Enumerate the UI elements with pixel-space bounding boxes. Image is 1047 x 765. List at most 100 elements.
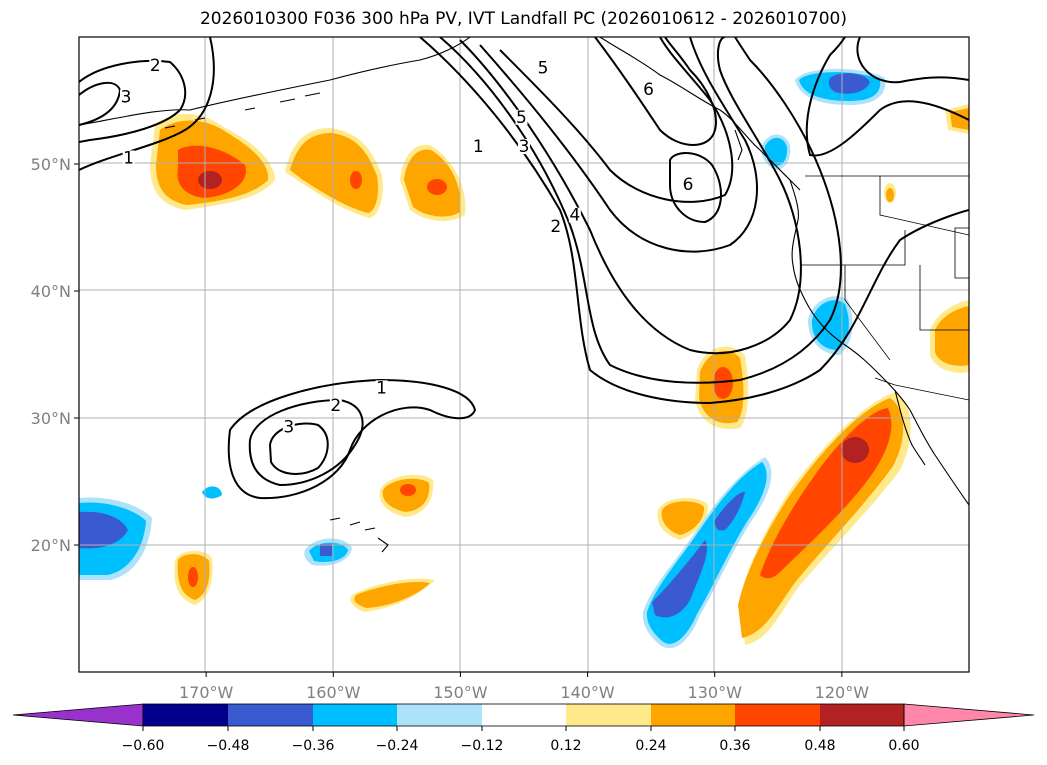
haida-gwaii [734,129,743,161]
contour-label-bg [568,207,581,223]
contour-6-trough [594,37,717,146]
colorbar-bin-neg-036 [313,704,397,726]
contour-label: 4 [569,206,580,226]
contour-1-northwest [79,37,215,171]
contour-4-trough [479,37,758,253]
contour-label-bg [329,398,342,414]
colorbar-tick-label: 0.24 [635,738,666,754]
contour-label-bg [149,57,162,73]
latitude-labels: 20°N 30°N 40°N 50°N [31,155,79,555]
coastlines [79,37,969,553]
aleutian-islands [164,92,321,129]
colorbar-tick-label: 0.36 [719,738,750,754]
positive-anomaly-155w-16n [350,578,435,612]
lat-label: 20°N [31,536,71,555]
colorbar-tick-label: 0.60 [888,738,919,754]
vancouver-island [769,159,801,191]
lat-label: 50°N [31,155,71,174]
colorbar-ticks: −0.60 −0.48 −0.36 −0.24 −0.12 0.12 0.24 0.36 0.4… [122,726,920,754]
contour-2-northeast [856,37,969,84]
lat-label: 40°N [31,282,71,301]
negative-anomaly-tropical-band [642,457,772,649]
contour-labels: 2315531664221123 [120,37,1047,438]
colorbar-bin-pos-036 [735,704,820,726]
contour-label: 1 [473,137,484,157]
contour-label: 5 [538,58,549,78]
contour-label: 5 [516,108,527,128]
longitude-labels: 170°W 160°W 150°W 140°W 130°W 120°W [179,672,869,702]
contour-5-trough [499,37,734,203]
colorbar-tick-label: −0.48 [207,738,250,754]
lon-label: 130°W [688,683,743,702]
colorbar-frame [142,703,905,727]
contour-3-trough [459,37,802,355]
lon-label: 120°W [815,683,870,702]
colorbar-bin-pos-048 [820,704,904,726]
contour-label: 3 [121,88,132,108]
colorbar-bin-neg-048 [228,704,313,726]
pv-contours [79,37,969,500]
contour-label-bg [642,81,655,97]
contour-6-closed [669,152,723,224]
baja-coast [909,409,969,506]
contour-label-bg [282,419,295,435]
lon-label: 170°W [179,683,234,702]
lon-label: 150°W [433,683,488,702]
positive-anomaly-158w-48n [285,128,383,218]
contour-3-northwest [79,81,122,126]
contour-label: 1 [1042,47,1047,67]
contour-label: 2 [550,217,561,237]
contour-label-bg [375,380,388,396]
contour-2-trough [439,37,842,384]
colorbar-over-triangle [903,703,1035,727]
positive-anomaly-135w-22n [657,498,709,540]
colorbar-bin-pos-024 [651,704,735,726]
contour-label: 2 [330,396,341,416]
graticule [79,37,969,672]
contour-label: 2 [1006,37,1017,57]
colorbar-bin-pos-012 [566,704,651,726]
contour-label-bg [472,139,485,155]
contour-label-bg [1042,49,1047,64]
colorbar-bin-neg-024 [397,704,482,726]
baja-peninsula [894,389,926,466]
contour-label-bg [515,109,528,125]
map-axes: 2315531664221123 [79,37,1047,672]
contour-label: 1 [376,378,387,398]
ivt-shading [79,68,969,649]
contour-label: 6 [683,175,694,195]
alaska-coast [79,37,471,126]
colorbar-bin-zero [482,704,566,726]
positive-anomaly-155w-24n [379,474,434,517]
contour-2-northwest [79,59,187,143]
colorbar-tick-label: −0.24 [376,738,419,754]
positive-anomaly-171w-18n [174,550,213,605]
contour-label-bg [122,150,135,166]
map-frame [78,36,970,673]
colorbar-tick-label: 0.48 [804,738,835,754]
negative-anomaly-coast-38n [808,296,853,355]
lat-label: 30°N [31,409,71,428]
positive-anomaly-east-34n [930,300,969,373]
colorbar-bin-neg-060 [143,704,228,726]
contour-1-northeast [805,37,969,157]
lon-label: 140°W [560,683,615,702]
negative-anomaly-169w-24n [202,486,222,499]
colorbar-tick-label: −0.12 [461,738,504,754]
contour-label: 2 [150,56,161,76]
contour-label-bg [1005,39,1017,54]
contour-1-trough [419,37,969,405]
contour-2-subtropical [248,398,364,487]
bc-coast [789,179,806,301]
contour-label: 6 [643,80,654,100]
colorbar-tick-label: 0.12 [550,738,581,754]
hawaii-islands [329,517,389,553]
political-borders [800,175,969,401]
contour-label: 3 [283,418,294,438]
contour-1-subtropical [227,378,477,500]
positive-anomaly-atmospheric-river [738,392,911,645]
colorbar-tick-label: −0.36 [292,738,335,754]
positive-anomaly-130w-32n [695,346,749,430]
contour-label-bg [518,139,530,155]
colorbar: −0.60 −0.48 −0.36 −0.24 −0.12 0.12 0.24 0.36 0.4… [12,703,1035,754]
